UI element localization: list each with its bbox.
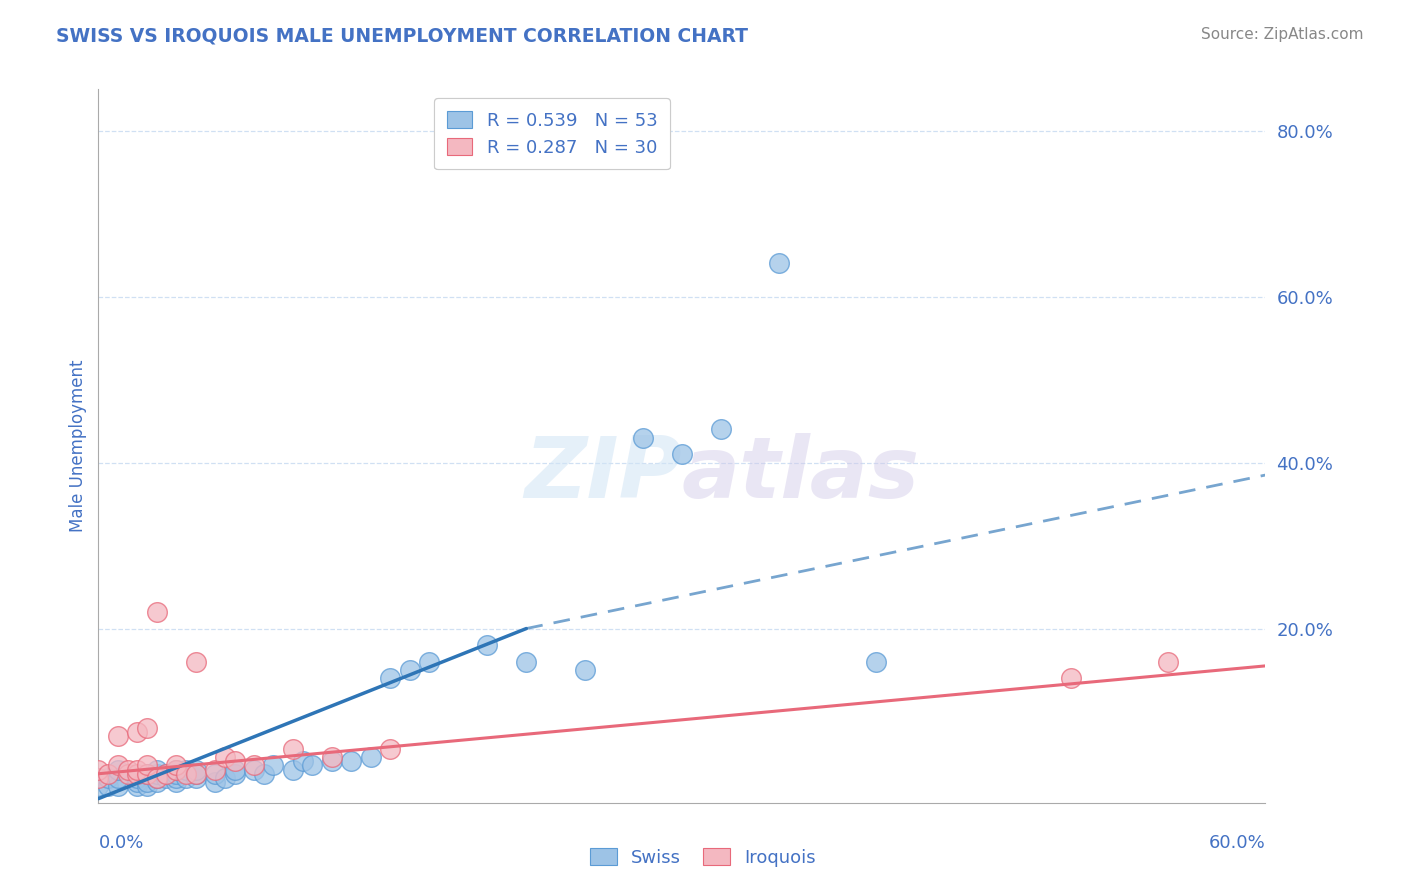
Point — [87, 763, 110, 777]
Point — [224, 754, 246, 768]
Point — [165, 763, 187, 777]
Point — [146, 766, 169, 780]
Point — [204, 763, 226, 777]
Point — [243, 758, 266, 772]
Legend: R = 0.539   N = 53, R = 0.287   N = 30: R = 0.539 N = 53, R = 0.287 N = 30 — [434, 98, 669, 169]
Point — [184, 766, 207, 780]
Point — [253, 766, 276, 780]
Point — [574, 663, 596, 677]
Point — [184, 771, 207, 785]
Point — [398, 663, 420, 677]
Point — [146, 771, 169, 785]
Point — [1157, 655, 1180, 669]
Point — [224, 763, 246, 777]
Point — [146, 771, 169, 785]
Point — [340, 754, 363, 768]
Point — [291, 754, 314, 768]
Point — [107, 779, 129, 793]
Point — [127, 766, 149, 780]
Point — [768, 256, 790, 270]
Point — [321, 754, 343, 768]
Legend: Swiss, Iroquois: Swiss, Iroquois — [582, 841, 824, 874]
Point — [117, 763, 139, 777]
Point — [107, 763, 129, 777]
Point — [631, 431, 654, 445]
Point — [204, 766, 226, 780]
Point — [155, 766, 177, 780]
Point — [127, 771, 149, 785]
Text: ZIP: ZIP — [524, 433, 682, 516]
Point — [321, 750, 343, 764]
Point — [107, 771, 129, 785]
Point — [146, 775, 169, 789]
Point — [136, 775, 159, 789]
Point — [281, 742, 304, 756]
Text: atlas: atlas — [682, 433, 920, 516]
Text: 60.0%: 60.0% — [1209, 834, 1265, 852]
Point — [184, 763, 207, 777]
Point — [165, 766, 187, 780]
Point — [107, 730, 129, 744]
Point — [262, 758, 284, 772]
Point — [243, 763, 266, 777]
Point — [710, 422, 733, 436]
Point — [378, 671, 402, 685]
Point — [174, 771, 197, 785]
Point — [136, 779, 159, 793]
Point — [146, 605, 169, 619]
Point — [165, 775, 187, 789]
Point — [477, 638, 499, 652]
Point — [360, 750, 382, 764]
Point — [136, 758, 159, 772]
Point — [214, 750, 236, 764]
Point — [184, 655, 207, 669]
Point — [117, 766, 139, 780]
Point — [107, 758, 129, 772]
Point — [165, 771, 187, 785]
Point — [378, 742, 402, 756]
Point — [87, 771, 110, 785]
Point — [136, 766, 159, 780]
Point — [97, 771, 120, 785]
Point — [174, 763, 197, 777]
Text: SWISS VS IROQUOIS MALE UNEMPLOYMENT CORRELATION CHART: SWISS VS IROQUOIS MALE UNEMPLOYMENT CORR… — [56, 27, 748, 45]
Y-axis label: Male Unemployment: Male Unemployment — [69, 359, 87, 533]
Point — [127, 725, 149, 739]
Point — [418, 655, 440, 669]
Point — [127, 779, 149, 793]
Text: Source: ZipAtlas.com: Source: ZipAtlas.com — [1201, 27, 1364, 42]
Point — [184, 766, 207, 780]
Text: 0.0%: 0.0% — [98, 834, 143, 852]
Point — [224, 766, 246, 780]
Point — [165, 758, 187, 772]
Point — [165, 763, 187, 777]
Point — [1060, 671, 1083, 685]
Point — [214, 771, 236, 785]
Point — [155, 771, 177, 785]
Point — [97, 766, 120, 780]
Point — [127, 763, 149, 777]
Point — [865, 655, 887, 669]
Point — [155, 766, 177, 780]
Point — [136, 721, 159, 735]
Point — [671, 447, 693, 461]
Point — [97, 779, 120, 793]
Point — [127, 775, 149, 789]
Point — [204, 775, 226, 789]
Point — [515, 655, 537, 669]
Point — [87, 779, 110, 793]
Point — [146, 763, 169, 777]
Point — [87, 771, 110, 785]
Point — [174, 766, 197, 780]
Point — [136, 766, 159, 780]
Point — [281, 763, 304, 777]
Point — [301, 758, 323, 772]
